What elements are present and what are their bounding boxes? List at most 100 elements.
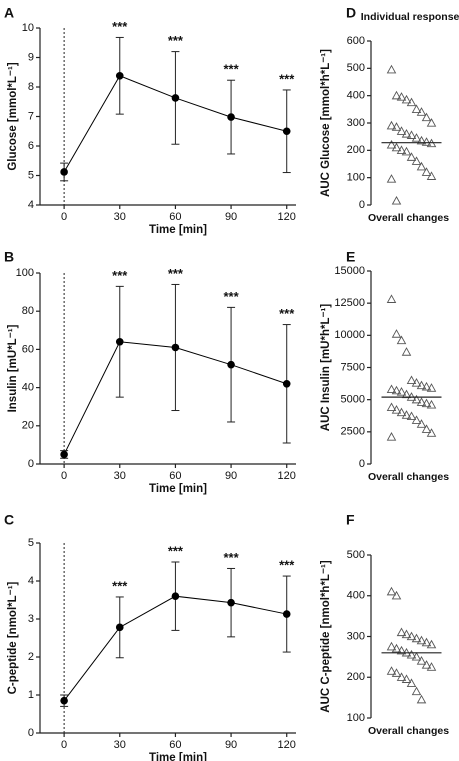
data-point <box>411 686 422 696</box>
panel-letter: F <box>346 512 355 528</box>
data-point <box>396 387 407 396</box>
data-point <box>386 120 397 130</box>
data-point <box>171 94 180 102</box>
x-tick-label: 90 <box>225 211 237 223</box>
data-point <box>396 627 407 637</box>
data-point <box>115 623 124 632</box>
data-point <box>411 633 422 643</box>
data-point <box>396 407 407 417</box>
data-point <box>401 389 412 399</box>
data-point <box>401 629 412 639</box>
x-tick-label: 90 <box>225 470 237 482</box>
data-point <box>426 428 437 437</box>
data-point <box>406 152 417 161</box>
data-point <box>421 167 432 176</box>
data-point <box>421 398 432 408</box>
data-point <box>401 94 412 104</box>
data-point <box>386 294 397 303</box>
y-tick-label: 20 <box>22 420 34 432</box>
panel-letter: D <box>346 5 356 21</box>
y-tick-label: 10 <box>22 22 34 34</box>
data-point <box>391 329 402 338</box>
significance-label: *** <box>223 550 239 565</box>
data-point <box>406 649 417 659</box>
x-axis-title: Time [min] <box>149 752 207 761</box>
data-point <box>115 71 124 80</box>
x-axis-title: Time [min] <box>149 483 207 495</box>
data-point <box>391 643 402 653</box>
data-point <box>396 145 407 154</box>
x-tick-label: 120 <box>278 470 296 482</box>
data-point <box>386 641 397 651</box>
significance-label: *** <box>112 268 128 283</box>
significance-label: *** <box>223 289 239 304</box>
data-point <box>282 127 291 136</box>
y-tick-label: 300 <box>347 630 365 642</box>
y-tick-label: 100 <box>16 267 34 279</box>
data-point <box>411 133 422 142</box>
data-point <box>396 126 407 135</box>
significance-label: *** <box>279 71 295 86</box>
data-point <box>227 360 235 369</box>
y-axis-title: AUC C-peptide [nmol*h*L⁻¹] <box>320 560 332 713</box>
data-point <box>401 674 412 683</box>
x-axis-title: Time [min] <box>149 224 207 236</box>
y-tick-label: 400 <box>347 90 365 102</box>
y-tick-label: 4 <box>28 199 34 211</box>
significance-label: *** <box>168 543 184 558</box>
data-point <box>421 424 432 433</box>
significance-label: *** <box>279 306 295 321</box>
y-tick-label: 0 <box>28 727 34 739</box>
x-tick-label: 120 <box>278 211 296 223</box>
x-tick-label: 120 <box>278 739 296 751</box>
data-point <box>416 397 427 406</box>
data-point <box>386 432 397 441</box>
data-point <box>401 129 412 138</box>
y-tick-label: 500 <box>347 62 365 74</box>
data-point <box>416 656 427 665</box>
data-point <box>391 590 402 600</box>
y-tick-label: 7500 <box>341 361 365 373</box>
data-point <box>406 97 417 107</box>
data-point <box>421 660 432 669</box>
y-tick-label: 6 <box>28 140 34 152</box>
data-point <box>416 135 427 145</box>
data-point <box>396 672 407 681</box>
data-point <box>60 450 68 459</box>
data-point <box>391 195 402 205</box>
x-tick-label: 30 <box>114 470 126 482</box>
y-tick-label: 300 <box>347 117 365 129</box>
data-point <box>421 137 432 146</box>
data-point <box>406 631 417 641</box>
x-tick-label: 60 <box>169 211 181 223</box>
x-tick-label: 0 <box>61 470 67 482</box>
data-point <box>282 610 291 618</box>
significance-label: *** <box>223 62 239 77</box>
y-axis-title: Glucose [mmol*L⁻¹] <box>7 62 19 170</box>
data-point <box>416 107 427 116</box>
significance-label: *** <box>279 557 295 572</box>
data-point <box>406 678 417 688</box>
y-tick-label: 5 <box>28 169 34 181</box>
data-point <box>391 385 402 395</box>
y-tick-label: 1 <box>28 689 34 701</box>
y-tick-label: 2 <box>28 651 34 663</box>
data-point <box>426 383 437 392</box>
y-tick-label: 7 <box>28 110 34 122</box>
y-tick-label: 80 <box>22 305 34 317</box>
x-tick-label: Overall changes <box>368 725 449 737</box>
y-tick-label: 400 <box>347 590 365 602</box>
y-tick-label: 100 <box>347 712 365 724</box>
x-tick-label: Overall changes <box>368 471 449 483</box>
x-tick-label: 60 <box>169 739 181 751</box>
data-point <box>391 122 402 131</box>
panel-letter: E <box>346 249 355 265</box>
x-tick-label: Overall changes <box>368 212 449 224</box>
data-point <box>411 394 422 404</box>
data-point <box>426 171 437 180</box>
data-point <box>406 411 417 421</box>
y-axis-title: AUC Glucose [mmol*h*L⁻¹] <box>320 49 332 197</box>
y-tick-label: 5 <box>28 537 34 549</box>
x-tick-label: 0 <box>61 211 67 223</box>
